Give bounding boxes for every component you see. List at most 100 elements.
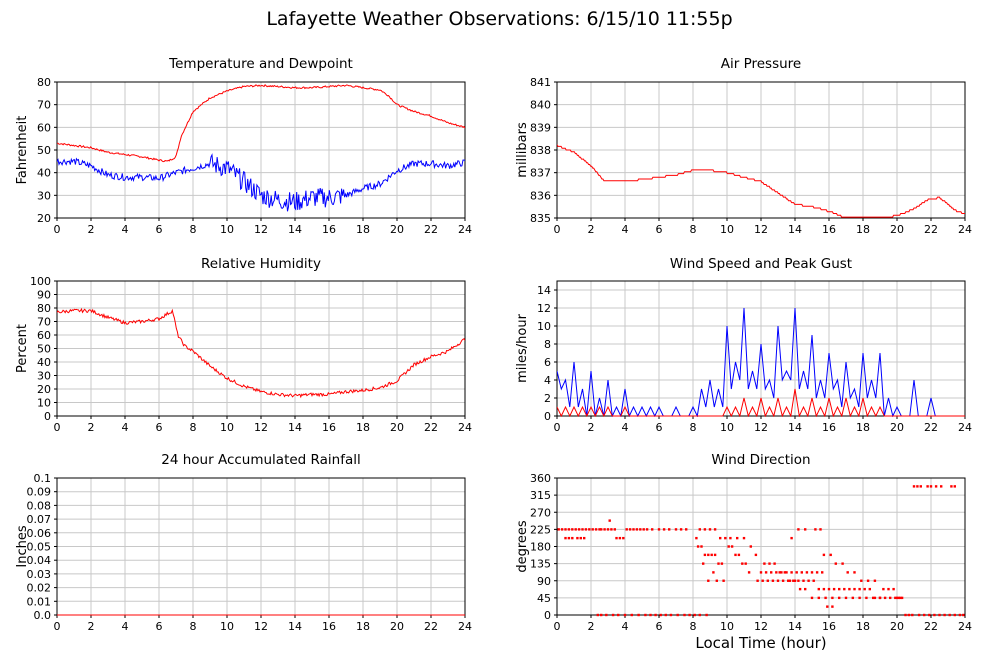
x-tick-label: 0 (54, 620, 61, 633)
x-tick-label: 0 (54, 421, 61, 434)
data-point (919, 485, 922, 488)
chart-title: Wind Speed and Peak Gust (670, 256, 852, 272)
data-point (598, 528, 601, 531)
data-point (838, 596, 841, 600)
y-tick-label: 80 (37, 302, 51, 315)
data-point (744, 562, 747, 565)
chart-title: Air Pressure (721, 56, 801, 72)
data-point (950, 485, 953, 488)
data-point (645, 528, 649, 531)
data-point (889, 596, 892, 600)
data-point (579, 536, 582, 540)
y-tick-label: 0 (544, 609, 551, 622)
data-point (583, 536, 586, 540)
data-point (953, 485, 956, 488)
x-tick-label: 20 (390, 223, 404, 236)
data-point (608, 519, 611, 522)
data-point (858, 596, 861, 600)
data-point (710, 553, 713, 557)
data-point (596, 613, 599, 617)
data-point (584, 528, 588, 531)
data-point (788, 579, 792, 582)
data-point (702, 562, 705, 565)
y-tick-label: 840 (530, 99, 551, 112)
y-tick-label: 837 (530, 167, 551, 180)
chart-title: Temperature and Dewpoint (168, 56, 353, 72)
y-tick-label: 270 (530, 506, 551, 519)
data-point (727, 545, 730, 548)
x-tick-label: 22 (424, 421, 438, 434)
x-tick-label: 14 (788, 421, 802, 434)
data-point (576, 536, 579, 540)
data-point (940, 485, 943, 488)
series-line (57, 153, 465, 212)
data-point (832, 587, 836, 591)
x-tick-label: 12 (754, 620, 768, 633)
x-tick-label: 8 (690, 223, 697, 236)
data-point (790, 536, 793, 540)
data-point (730, 545, 734, 548)
y-tick-label: 50 (37, 144, 51, 157)
data-point (676, 613, 679, 617)
x-tick-label: 18 (356, 421, 370, 434)
data-point (756, 579, 759, 582)
x-tick-label: 22 (924, 421, 938, 434)
data-point (812, 579, 815, 582)
y-axis-label: millibars (515, 122, 530, 178)
x-tick-label: 20 (890, 620, 904, 633)
x-tick-label: 0 (554, 620, 561, 633)
data-point (827, 587, 831, 591)
data-point (887, 587, 890, 591)
data-point (787, 579, 790, 582)
x-tick-label: 24 (458, 223, 472, 236)
data-point (848, 587, 851, 591)
data-point (729, 536, 732, 540)
data-point (628, 528, 632, 531)
data-point (617, 613, 620, 617)
y-tick-label: 70 (37, 316, 51, 329)
data-point (605, 613, 608, 617)
y-tick-label: 70 (37, 99, 51, 112)
x-tick-label: 12 (754, 421, 768, 434)
x-tick-label: 10 (220, 620, 234, 633)
y-tick-label: 0.05 (27, 541, 52, 554)
data-point (928, 613, 931, 617)
x-tick-label: 12 (254, 620, 268, 633)
y-tick-label: 12 (537, 302, 551, 315)
data-point (741, 562, 744, 565)
x-tick-label: 12 (254, 421, 268, 434)
data-point (707, 579, 710, 582)
data-point (771, 579, 775, 582)
data-point (900, 596, 904, 600)
y-tick-label: 80 (37, 76, 51, 89)
x-tick-label: 2 (88, 421, 95, 434)
x-tick-label: 10 (720, 421, 734, 434)
x-tick-label: 0 (54, 223, 61, 236)
data-point (700, 545, 703, 548)
data-point (557, 528, 560, 531)
y-tick-label: 30 (37, 189, 51, 202)
data-point (878, 596, 882, 600)
x-tick-label: 22 (924, 223, 938, 236)
data-point (618, 536, 622, 540)
y-tick-label: 360 (530, 472, 551, 485)
data-point (703, 553, 707, 557)
x-tick-label: 18 (356, 620, 370, 633)
plot-frame (56, 280, 466, 417)
x-tick-label: 18 (856, 223, 870, 236)
data-point (571, 528, 574, 531)
plot-frame (556, 81, 966, 219)
y-tick-label: 225 (530, 523, 551, 536)
data-point (815, 571, 819, 574)
y-tick-label: 835 (530, 212, 551, 225)
y-tick-label: 0.1 (34, 472, 52, 485)
data-point (707, 553, 710, 557)
data-point (778, 571, 781, 574)
data-point (810, 571, 814, 574)
data-point (831, 596, 834, 600)
y-axis-label: Inches (15, 525, 30, 567)
data-point (770, 571, 773, 574)
data-point (574, 528, 577, 531)
y-tick-label: 0.04 (27, 554, 52, 567)
